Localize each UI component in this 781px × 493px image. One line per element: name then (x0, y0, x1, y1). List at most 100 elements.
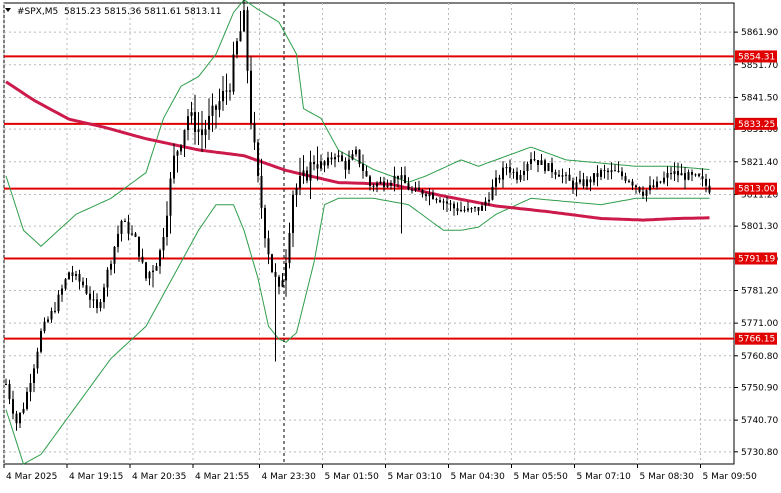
candle-body (267, 238, 270, 255)
candle-body (250, 70, 252, 124)
y-tick-label: 5771.00 (741, 319, 778, 329)
candle-body (705, 178, 707, 186)
candle-body (134, 233, 137, 237)
candle-body (47, 319, 49, 322)
candle-body (26, 391, 28, 409)
candle-body (309, 161, 312, 181)
candle-body (523, 171, 525, 176)
candle-body (15, 413, 18, 424)
level-badge (735, 182, 777, 195)
level-lines[interactable] (4, 55, 734, 340)
candle-body (470, 208, 473, 210)
candle-body (460, 209, 462, 212)
grid-layer (3, 2, 735, 465)
candle-body (670, 173, 672, 175)
candle-body (565, 174, 567, 176)
candle-body (302, 170, 305, 176)
candle-body (446, 201, 448, 204)
axis-layer: 5861.90 5851.70 5841.50 5831.60 5821.40 5811.… (3, 28, 778, 482)
candle-body (138, 236, 140, 257)
candle-body (54, 310, 56, 312)
candle-body (701, 176, 704, 179)
x-tick-label: 5 Mar 09:50 (703, 472, 758, 482)
candle-body (285, 263, 287, 281)
candle-body (43, 321, 46, 332)
candle-body (351, 154, 354, 160)
candle-body (540, 160, 543, 165)
y-tick-label: 5831.60 (741, 125, 778, 135)
candle-body (89, 293, 91, 300)
candle-body (19, 412, 21, 424)
candle-body (666, 173, 669, 178)
candle-body (519, 175, 522, 180)
candle-body (12, 399, 14, 414)
candle-body (649, 185, 651, 191)
candle-body (197, 129, 200, 132)
candle-body (75, 273, 77, 276)
candle-body (313, 161, 315, 165)
level-badge (735, 117, 777, 130)
candle-body (127, 221, 130, 234)
level-badge-label: 5766.15 (738, 335, 775, 345)
candle-body (432, 193, 434, 200)
candle-body (358, 149, 361, 164)
candle-body (414, 187, 417, 191)
candle-body (425, 194, 427, 197)
candle-body (628, 180, 630, 182)
y-tick-label: 5750.90 (741, 383, 778, 393)
x-tick-label: 5 Mar 08:30 (640, 472, 695, 482)
candle-body (274, 271, 277, 277)
candle-body (243, 10, 245, 32)
x-tick-label: 5 Mar 01:50 (325, 472, 380, 482)
candle-body (386, 185, 389, 188)
candle-body (176, 151, 179, 156)
candle-body (183, 130, 186, 146)
candle-body (334, 157, 336, 160)
candle-body (376, 183, 378, 187)
candle-body (418, 187, 420, 191)
candle-body (145, 262, 147, 279)
candle-body (551, 163, 553, 173)
candle-body (684, 173, 686, 180)
candle-body (96, 299, 98, 308)
y-tick-label: 5841.50 (741, 93, 778, 103)
candle-body (78, 273, 81, 282)
candle-body (596, 173, 599, 177)
candle-body (148, 272, 151, 279)
candle-body (141, 256, 144, 263)
candle-body (561, 175, 564, 177)
candle-body (113, 246, 116, 264)
symbol-label: #SPX,M5 (17, 7, 58, 17)
candle-body (481, 205, 483, 211)
candle-body (124, 220, 126, 222)
candle-body (82, 281, 84, 286)
candle-body (166, 215, 168, 238)
candle-body (677, 171, 679, 176)
candle-body (680, 173, 683, 176)
candle-body (610, 170, 613, 173)
triangle-down-icon[interactable] (5, 8, 11, 12)
ohlc-readout: 5815.23 5815.36 5811.61 5813.11 (64, 7, 221, 17)
y-tick-label: 5821.40 (741, 158, 778, 168)
candle-body (453, 203, 455, 209)
candle-body (495, 177, 497, 187)
candle-body (407, 183, 410, 190)
candle-body (92, 299, 95, 301)
candle-body (306, 170, 308, 181)
candle-body (8, 384, 11, 400)
candles (5, 0, 711, 431)
candle-body (582, 179, 585, 187)
level-badge-label: 5813.00 (738, 185, 775, 195)
candle-body (390, 183, 392, 186)
candle-body (320, 161, 322, 169)
candle-body (264, 207, 266, 239)
candle-body (162, 237, 165, 251)
x-tick-label: 4 Mar 21:55 (195, 472, 249, 482)
candle-body (383, 181, 385, 188)
candle-body (593, 173, 595, 183)
candle-body (222, 91, 224, 102)
level-badge (735, 332, 777, 345)
candle-body (239, 31, 242, 42)
